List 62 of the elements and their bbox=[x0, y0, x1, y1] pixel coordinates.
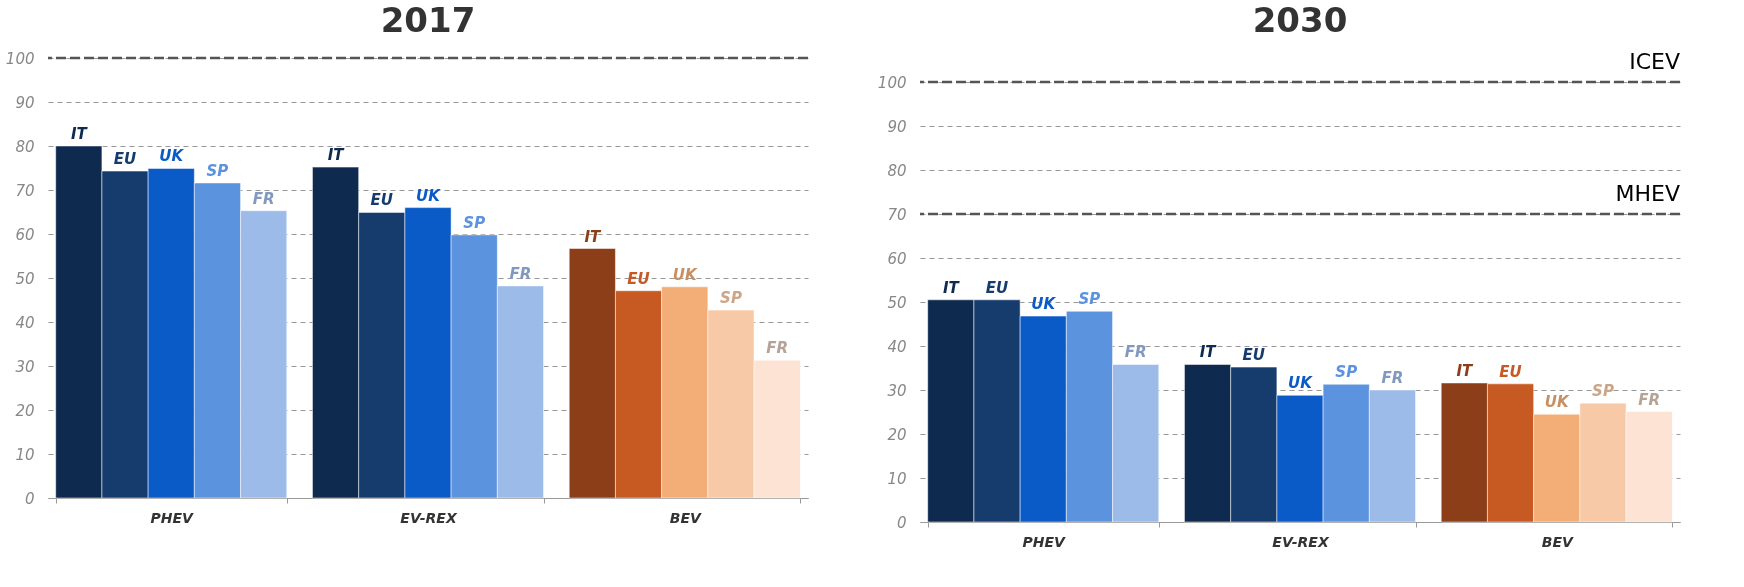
y-tick-label: 70 bbox=[15, 181, 35, 200]
x-tick-label: PHEV bbox=[150, 509, 195, 526]
series-label: EU bbox=[985, 278, 1009, 297]
text: EU bbox=[627, 269, 650, 288]
series-label: FR bbox=[1124, 343, 1147, 362]
chart-title: 2017 bbox=[380, 0, 476, 40]
ref-line-label: ICEV bbox=[1629, 49, 1680, 74]
text: SP bbox=[1335, 363, 1358, 382]
x-tick-label: BEV bbox=[669, 509, 702, 526]
text: FR bbox=[1638, 390, 1661, 409]
x-tick-label: EV-REX bbox=[400, 509, 458, 526]
text: UK bbox=[416, 186, 440, 205]
x-tick-label: BEV bbox=[1541, 533, 1574, 550]
y-tick-label: 90 bbox=[887, 117, 907, 136]
series-label: IT bbox=[70, 125, 89, 143]
text: EU bbox=[370, 191, 393, 210]
y-tick-label: 50 bbox=[887, 293, 907, 312]
series-label: IT bbox=[942, 278, 961, 297]
y-tick-label: 10 bbox=[15, 445, 35, 464]
text: IT bbox=[327, 146, 344, 165]
text: SP bbox=[463, 213, 486, 232]
text: IT bbox=[584, 227, 601, 246]
y-tick-label: 90 bbox=[15, 93, 35, 112]
y-tick-label: 30 bbox=[15, 357, 35, 376]
series-label: FR bbox=[252, 189, 275, 208]
series-label: EU bbox=[113, 150, 137, 169]
chart-title: 2030 bbox=[1252, 0, 1348, 40]
x-tick-label: PHEV bbox=[1022, 533, 1067, 550]
ref-line-label: MHEV bbox=[1615, 181, 1680, 206]
y-tick-label: 40 bbox=[15, 313, 35, 332]
text: FR bbox=[1381, 369, 1404, 387]
y-tick-label: 40 bbox=[887, 337, 907, 356]
y-tick-label: 60 bbox=[887, 249, 907, 268]
text: UK bbox=[1288, 374, 1312, 393]
y-tick-label: 50 bbox=[15, 269, 35, 288]
y-tick-label: 70 bbox=[887, 205, 907, 224]
y-tick-label: 100 bbox=[5, 49, 35, 68]
text: EU bbox=[1499, 362, 1522, 381]
y-tick-label: 80 bbox=[887, 161, 907, 180]
y-tick-label: 60 bbox=[15, 225, 35, 244]
text: SP bbox=[1592, 382, 1614, 401]
text: FR bbox=[509, 264, 532, 283]
series-label: SP bbox=[1078, 290, 1101, 309]
series-label: UK bbox=[1031, 295, 1057, 314]
text: EU bbox=[1242, 346, 1265, 365]
y-tick-label: 10 bbox=[887, 469, 907, 488]
text: IT bbox=[1199, 343, 1216, 362]
series-label: UK bbox=[159, 147, 185, 166]
y-tick-label: 80 bbox=[15, 137, 35, 156]
text: SP bbox=[720, 289, 742, 308]
text: FR bbox=[766, 339, 789, 358]
text: IT bbox=[1456, 361, 1473, 380]
y-tick-label: 0 bbox=[896, 513, 907, 532]
y-tick-label: 100 bbox=[877, 73, 907, 92]
y-tick-label: 30 bbox=[887, 381, 907, 400]
y-tick-label: 0 bbox=[24, 489, 35, 508]
text: UK bbox=[672, 265, 697, 284]
series-label: SP bbox=[206, 161, 229, 180]
text: UK bbox=[1544, 393, 1569, 412]
y-tick-label: 20 bbox=[15, 401, 35, 420]
x-tick-label: EV-REX bbox=[1272, 533, 1330, 550]
y-tick-label: 20 bbox=[887, 425, 907, 444]
